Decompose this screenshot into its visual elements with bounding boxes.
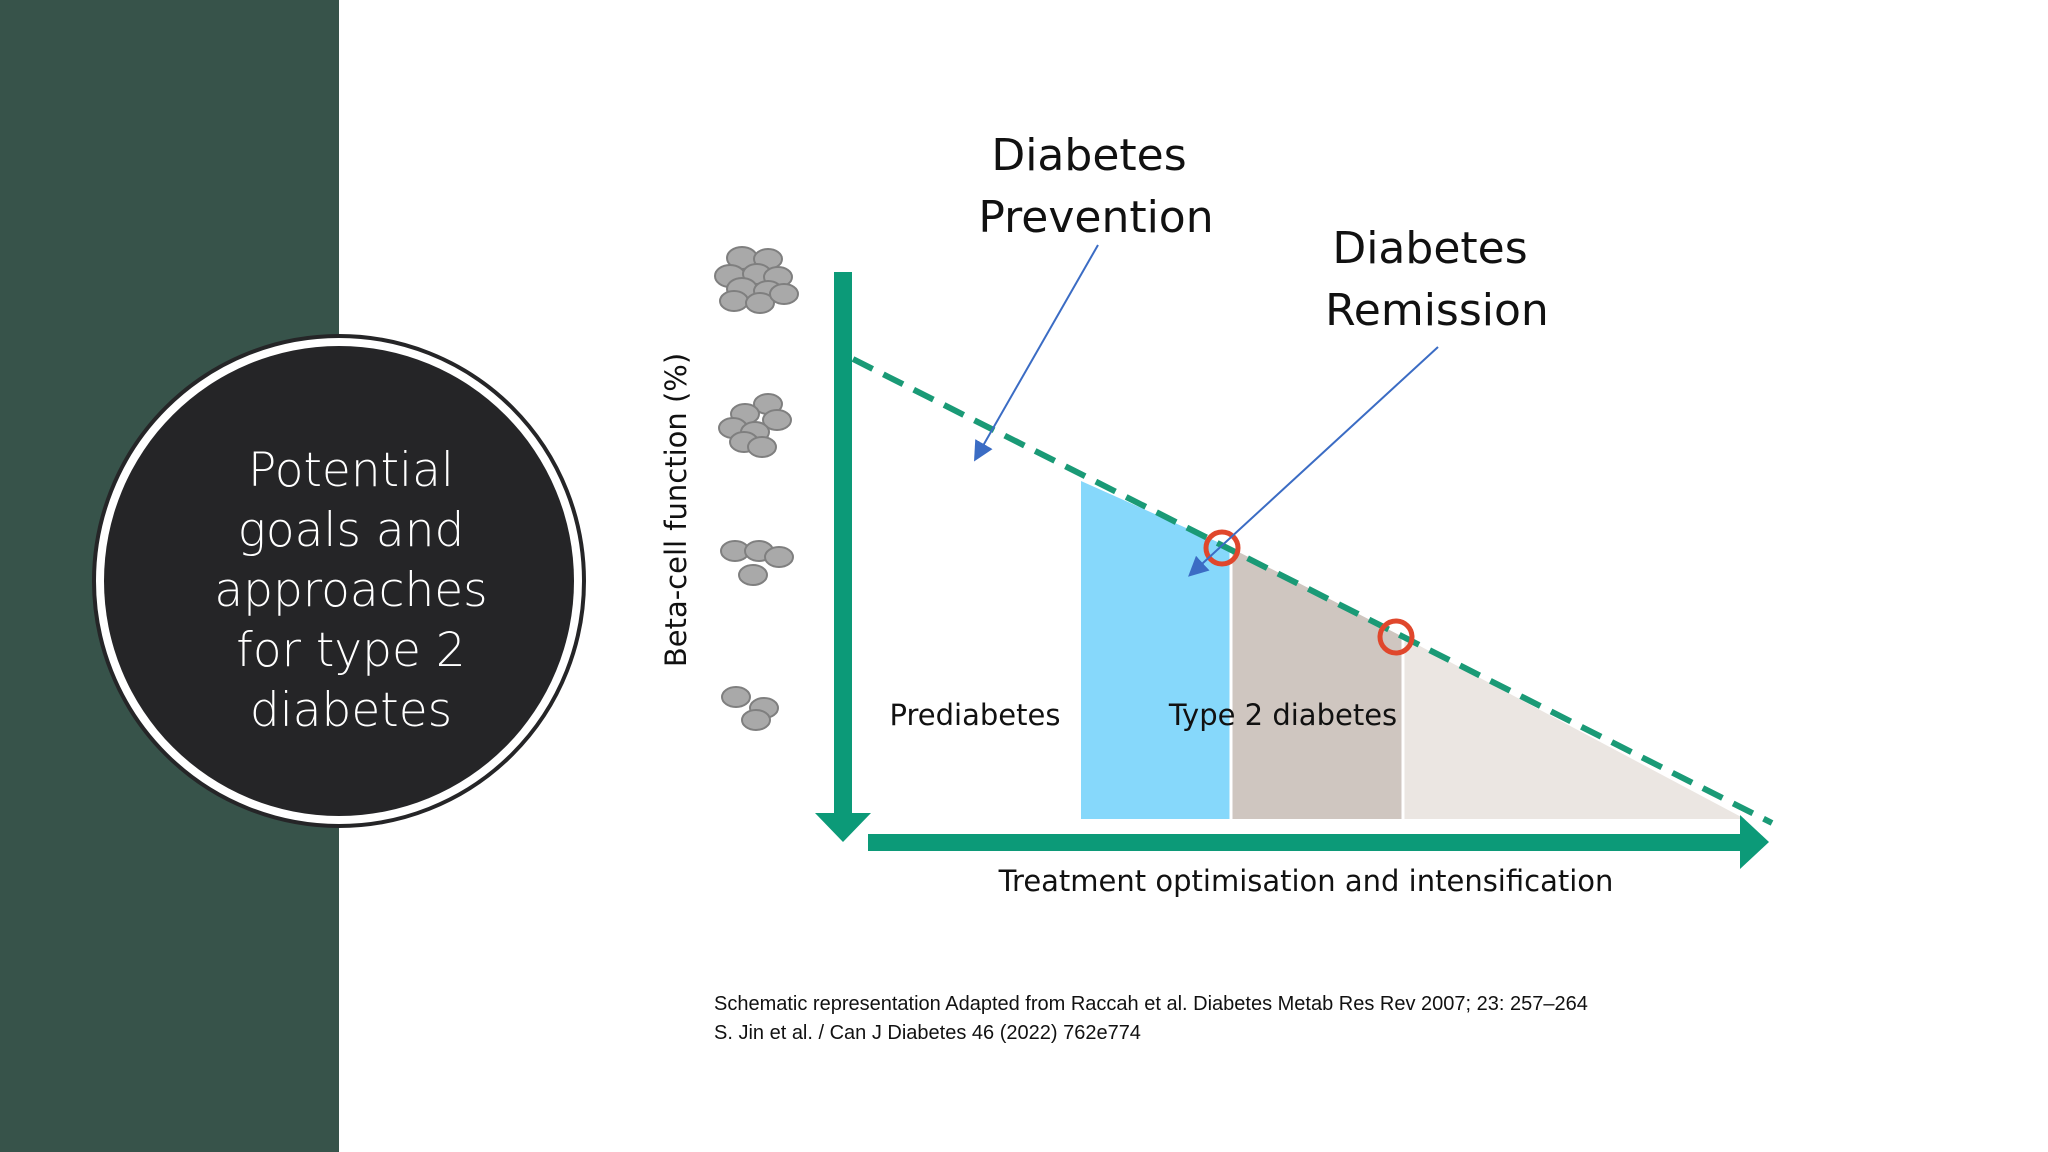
beta-cell-cluster-small-icon [720, 540, 794, 586]
slide-title: Potential goals and approaches for type … [144, 441, 558, 741]
remission-label-line: Diabetes [1332, 223, 1527, 274]
slide-title-line: for type 2 [236, 623, 466, 678]
remission-label-line: Remission [1325, 285, 1549, 336]
prevention-zone [1081, 481, 1231, 819]
slide-title-line: diabetes [249, 683, 453, 738]
remission-marker [1377, 618, 1415, 656]
x-axis-arrow [868, 815, 1769, 869]
prevention-label-line: Prevention [978, 192, 1213, 243]
remission-pointer [1188, 346, 1439, 577]
citation-line: Schematic representation Adapted from Ra… [714, 993, 1588, 1015]
remission-marker [1203, 529, 1241, 567]
prediabetes-label: Prediabetes [890, 698, 1061, 732]
citation-line: S. Jin et al. / Can J Diabetes 46 (2022)… [714, 1022, 1141, 1044]
citation: Schematic representation Adapted from Ra… [714, 990, 2014, 1048]
title-circle-fill: Potential goals and approaches for type … [104, 346, 574, 816]
prevention-label-line: Diabetes [991, 130, 1186, 181]
beta-cell-decline-line [851, 356, 1774, 826]
type2-zone [1231, 548, 1403, 819]
late-zone [1403, 637, 1745, 819]
beta-cell-cluster-large-icon [714, 246, 799, 314]
type2-diabetes-label: Type 2 diabetes [1168, 698, 1397, 732]
slide-title-line: goals and [237, 503, 465, 558]
title-circle: Potential goals and approaches for type … [92, 334, 586, 828]
beta-cell-cluster-minimal-icon [721, 686, 779, 731]
x-axis-label: Treatment optimisation and intensificati… [998, 864, 1614, 898]
slide-title-line: approaches [214, 563, 488, 618]
prevention-label: Diabetes Prevention [978, 130, 1213, 243]
remission-label: Diabetes Remission [1325, 223, 1549, 336]
prevention-pointer [974, 244, 1099, 462]
beta-cell-cluster-medium-icon [718, 393, 792, 458]
slide-title-line: Potential [248, 443, 454, 498]
y-axis-arrow [815, 272, 871, 842]
y-axis-label: Beta-cell function (%) [659, 353, 693, 667]
